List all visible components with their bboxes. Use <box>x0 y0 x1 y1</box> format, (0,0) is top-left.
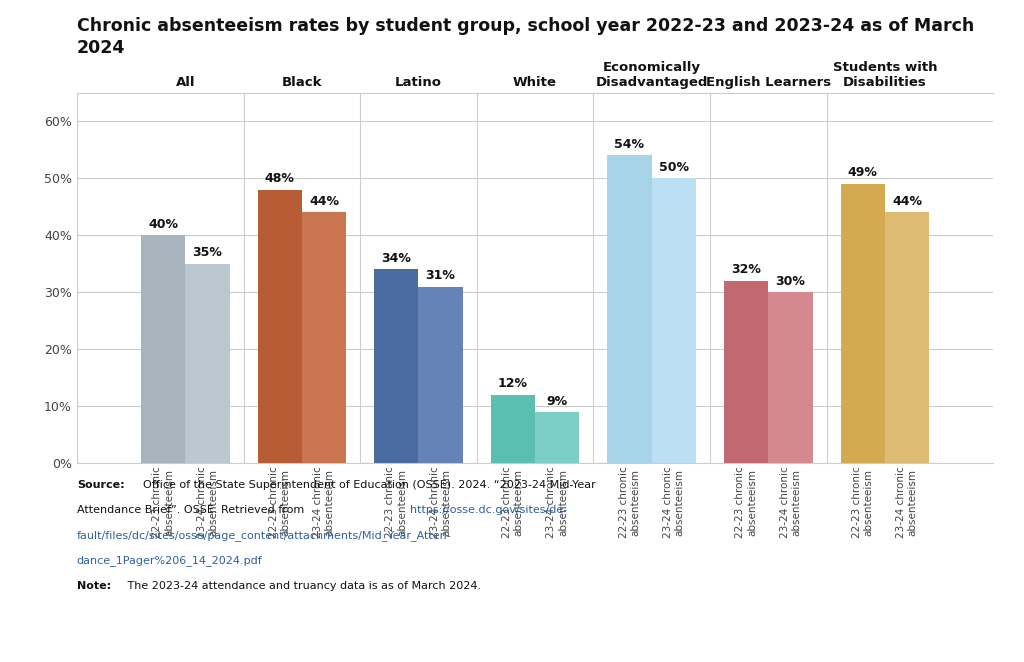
Bar <box>374 269 419 463</box>
Bar <box>841 184 885 463</box>
Text: 35%: 35% <box>193 246 222 260</box>
Bar <box>607 156 651 463</box>
Text: dance_1Pager%206_14_2024.pdf: dance_1Pager%206_14_2024.pdf <box>77 555 262 566</box>
Text: English Learners: English Learners <box>706 76 830 89</box>
Text: 44%: 44% <box>892 195 922 208</box>
Bar <box>724 281 768 463</box>
Text: Note:: Note: <box>77 581 111 591</box>
Text: Chronic absenteeism rates by student group, school year 2022-23 and 2023-24 as o: Chronic absenteeism rates by student gro… <box>77 17 974 57</box>
Text: All: All <box>175 76 195 89</box>
Text: 49%: 49% <box>848 166 878 179</box>
Bar <box>885 213 929 463</box>
Bar <box>141 235 185 463</box>
Text: Economically
Disadvantaged: Economically Disadvantaged <box>595 62 708 89</box>
Text: 44%: 44% <box>309 195 339 208</box>
Text: 32%: 32% <box>731 263 761 276</box>
Bar <box>768 293 813 463</box>
Text: 54%: 54% <box>614 138 644 151</box>
Text: Black: Black <box>282 76 323 89</box>
Text: 12%: 12% <box>498 377 528 391</box>
Bar <box>185 263 229 463</box>
Bar <box>490 395 536 463</box>
Text: https://osse.dc.gov/sites/de-: https://osse.dc.gov/sites/de- <box>410 505 567 515</box>
Text: 40%: 40% <box>148 218 178 230</box>
Text: Office of the State Superintendent of Education (OSSE). 2024. “2023-24 Mid-Year: Office of the State Superintendent of Ed… <box>143 480 596 490</box>
Bar <box>651 178 696 463</box>
Bar <box>302 213 346 463</box>
Text: The 2023-24 attendance and truancy data is as of March 2024.: The 2023-24 attendance and truancy data … <box>124 581 481 591</box>
Bar <box>536 412 580 463</box>
Text: 34%: 34% <box>381 252 412 265</box>
Text: Students with
Disabilities: Students with Disabilities <box>833 62 937 89</box>
Text: 31%: 31% <box>426 269 456 282</box>
Text: 48%: 48% <box>265 172 295 185</box>
Text: White: White <box>513 76 557 89</box>
Text: Latino: Latino <box>395 76 442 89</box>
Bar <box>257 189 302 463</box>
Text: fault/files/dc/sites/osse/page_content/attachments/Mid_Year_Atten-: fault/files/dc/sites/osse/page_content/a… <box>77 530 452 541</box>
Text: Attendance Brief”. OSSE. Retrieved from: Attendance Brief”. OSSE. Retrieved from <box>77 505 307 515</box>
Text: 50%: 50% <box>658 161 689 173</box>
Text: 9%: 9% <box>547 395 567 408</box>
Text: 30%: 30% <box>775 275 805 288</box>
Text: Source:: Source: <box>77 480 125 490</box>
Bar <box>419 287 463 463</box>
